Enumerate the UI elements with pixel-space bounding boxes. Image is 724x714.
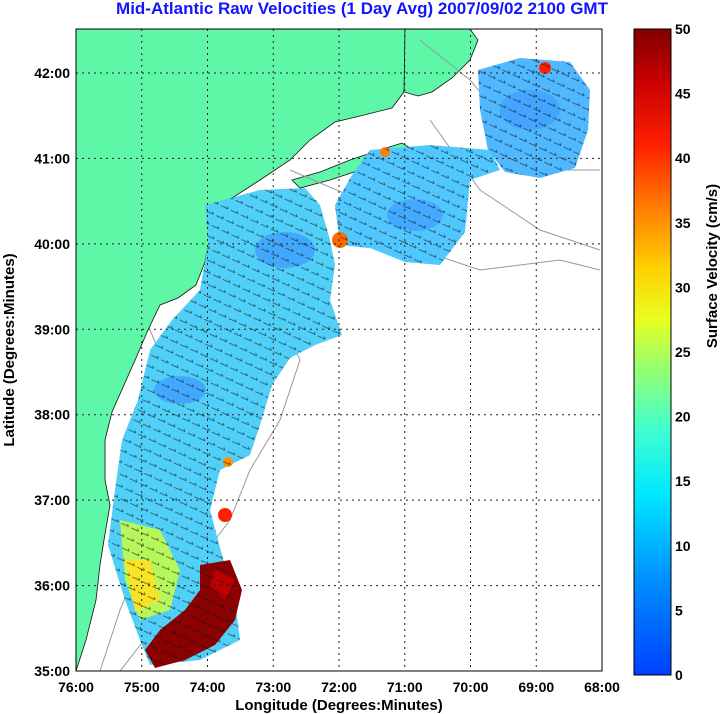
- colorbar-tick-label: 45: [675, 86, 691, 102]
- y-tick-label: 38:00: [34, 407, 70, 423]
- colorbar-tick-label: 40: [675, 150, 691, 166]
- colorbar-tick-label: 5: [675, 602, 683, 618]
- cape-cod: [403, 29, 479, 97]
- y-tick-label: 40:00: [34, 236, 70, 252]
- x-tick-labels: 76:00 75:00 74:00 73:00 72:00 71:00 70:00 69:00…: [58, 679, 620, 695]
- y-tick-label: 39:00: [34, 321, 70, 337]
- x-tick-label: 71:00: [387, 679, 423, 695]
- colorbar-tick-label: 25: [675, 344, 691, 360]
- colorbar-tick-label: 35: [675, 215, 691, 231]
- plot-area: [76, 29, 602, 671]
- y-tick-labels: 42:00 41:00 40:00 39:00 38:00 37:00 36:00 35:00: [34, 65, 70, 679]
- colorbar-label: Surface Velocity (cm/s): [704, 184, 721, 348]
- x-tick-label: 74:00: [190, 679, 226, 695]
- map-gridlines: [76, 29, 602, 671]
- y-tick-label: 36:00: [34, 578, 70, 594]
- y-tick-label: 42:00: [34, 65, 70, 81]
- y-tick-label: 35:00: [34, 663, 70, 679]
- colorbar-tick-label: 0: [675, 667, 683, 683]
- x-tick-label: 76:00: [58, 679, 94, 695]
- x-axis-label: Longitude (Degrees:Minutes): [235, 697, 443, 714]
- colorbar-tick-label: 10: [675, 538, 691, 554]
- plot-frame: [75, 28, 603, 672]
- x-tick-label: 69:00: [518, 679, 554, 695]
- colorbar-tick-label: 50: [675, 21, 691, 37]
- colorbar: [633, 28, 672, 676]
- x-tick-label: 72:00: [321, 679, 357, 695]
- x-tick-label: 75:00: [124, 679, 160, 695]
- y-axis-label: Latitude (Degrees:Minutes): [1, 253, 18, 446]
- y-tick-label: 37:00: [34, 492, 70, 508]
- map-title: Mid-Atlantic Raw Velocities (1 Day Avg) …: [116, 0, 608, 18]
- x-tick-label: 73:00: [255, 679, 291, 695]
- x-tick-label: 68:00: [584, 679, 620, 695]
- land-mass: [76, 29, 411, 671]
- y-tick-label: 41:00: [34, 150, 70, 166]
- x-tick-label: 70:00: [453, 679, 489, 695]
- colorbar-tick-label: 20: [675, 409, 691, 425]
- colorbar-tick-label: 30: [675, 279, 691, 295]
- colorbar-tick-label: 15: [675, 473, 691, 489]
